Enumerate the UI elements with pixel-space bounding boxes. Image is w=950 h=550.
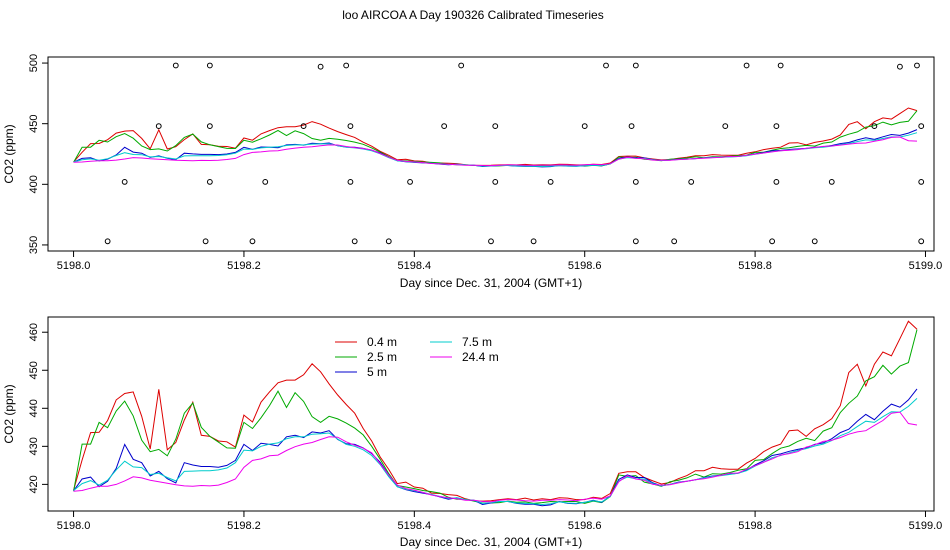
outlier-point <box>249 238 256 245</box>
outlier-point <box>441 123 448 130</box>
outlier-point <box>671 238 678 245</box>
top-y-tick-label: 450 <box>28 115 40 133</box>
outlier-point <box>492 178 499 185</box>
outlier-point <box>300 123 307 130</box>
outlier-point <box>155 123 162 130</box>
legend-label: 7.5 m <box>462 335 492 349</box>
bottom-x-tick-label: 5198.8 <box>738 520 772 532</box>
outlier-point <box>172 62 179 69</box>
bottom-y-tick-label: 450 <box>28 361 40 379</box>
outlier-point <box>918 123 925 130</box>
top-series-line-2 <box>73 129 918 168</box>
outlier-point <box>343 62 350 69</box>
bottom-y-tick-label: 430 <box>28 437 40 455</box>
bottom-series-line-1 <box>73 329 918 504</box>
outlier-point <box>918 238 925 245</box>
bottom-x-tick-label: 5198.2 <box>227 520 261 532</box>
bottom-y-tick-label: 460 <box>28 323 40 341</box>
outlier-point <box>773 123 780 130</box>
bottom-series-line-2 <box>73 388 918 507</box>
outlier-point <box>530 238 537 245</box>
bottom-x-tick-label: 5198.4 <box>397 520 431 532</box>
outlier-point <box>628 123 635 130</box>
top-y-tick-label: 350 <box>28 236 40 254</box>
outlier-point <box>743 62 750 69</box>
outlier-point <box>632 62 639 69</box>
top-x-tick-label: 5198.2 <box>227 260 261 272</box>
bottom-y-tick-label: 420 <box>28 475 40 493</box>
outlier-point <box>688 178 695 185</box>
outlier-point <box>632 238 639 245</box>
bottom-series-line-0 <box>73 320 918 502</box>
top-series-line-1 <box>73 110 918 167</box>
legend-label: 2.5 m <box>367 350 397 364</box>
outlier-point <box>206 123 213 130</box>
bottom-x-axis-label: Day since Dec. 31, 2004 (GMT+1) <box>400 535 582 549</box>
top-series-line-3 <box>73 132 918 168</box>
top-y-tick-label: 500 <box>28 54 40 72</box>
top-panel: 5198.0 5198.2 5198.4 5198.6 5198.8 5199.0 350 4… <box>2 54 942 290</box>
top-y-tick-label: 400 <box>28 175 40 193</box>
outlier-point <box>206 178 213 185</box>
outlier-point <box>914 62 920 69</box>
outlier-point <box>206 62 213 69</box>
bottom-x-tick-label: 5198.0 <box>57 520 91 532</box>
outlier-point <box>492 123 499 130</box>
outlier-point <box>632 178 639 185</box>
legend: 0.4 m2.5 m5 m 7.5 m24.4 m <box>335 335 499 379</box>
bottom-y-axis-label: CO2 (ppm) <box>2 384 16 443</box>
top-outlier-points <box>104 62 925 245</box>
legend-label: 0.4 m <box>367 335 397 349</box>
outlier-point <box>351 238 358 245</box>
top-x-tick-label: 5198.6 <box>568 260 602 272</box>
bottom-plot-frame <box>47 316 935 512</box>
outlier-point <box>773 178 780 185</box>
top-series-line-4 <box>73 136 918 167</box>
top-x-tick-label: 5198.8 <box>738 260 772 272</box>
outlier-point <box>603 62 609 69</box>
top-series-line-0 <box>73 107 918 166</box>
outlier-point <box>722 123 729 130</box>
outlier-point <box>121 178 128 185</box>
bottom-series-line-4 <box>73 411 918 503</box>
chart-title: loo AIRCOA A Day 190326 Calibrated Times… <box>342 8 603 22</box>
outlier-point <box>547 178 554 185</box>
outlier-point <box>871 123 878 130</box>
top-axes: 5198.0 5198.2 5198.4 5198.6 5198.8 5199.0 350 4… <box>28 54 942 272</box>
legend-label: 24.4 m <box>462 350 499 364</box>
outlier-point <box>458 62 465 69</box>
outlier-point <box>488 238 494 245</box>
top-x-tick-label: 5198.4 <box>397 260 431 272</box>
top-x-tick-label: 5198.0 <box>57 260 91 272</box>
bottom-panel: 5198.0 5198.2 5198.4 5198.6 5198.8 5199.0 420 4… <box>2 316 942 549</box>
outlier-point <box>104 238 111 245</box>
outlier-point <box>347 178 354 185</box>
outlier-point <box>385 238 392 245</box>
outlier-point <box>202 238 209 245</box>
bottom-x-tick-label: 5199.0 <box>909 520 943 532</box>
outlier-point <box>347 123 354 130</box>
top-x-axis-label: Day since Dec. 31, 2004 (GMT+1) <box>400 276 582 290</box>
outlier-point <box>828 178 835 185</box>
outlier-point <box>918 178 925 185</box>
outlier-point <box>317 63 324 70</box>
bottom-series-group <box>73 320 918 507</box>
bottom-y-tick-label: 440 <box>28 399 40 417</box>
outlier-point <box>897 63 903 70</box>
outlier-point <box>581 123 588 130</box>
top-series-group <box>73 107 918 168</box>
outlier-point <box>811 238 818 245</box>
bottom-x-tick-label: 5198.6 <box>568 520 602 532</box>
outlier-point <box>407 178 413 185</box>
bottom-axes: 5198.0 5198.2 5198.4 5198.6 5198.8 5199.0 420 4… <box>28 323 942 532</box>
legend-label: 5 m <box>367 365 387 379</box>
top-y-axis-label: CO2 (ppm) <box>2 124 16 183</box>
top-plot-frame <box>47 56 935 252</box>
top-x-tick-label: 5199.0 <box>909 260 943 272</box>
outlier-point <box>769 238 776 245</box>
outlier-point <box>777 62 784 69</box>
outlier-point <box>262 178 269 185</box>
